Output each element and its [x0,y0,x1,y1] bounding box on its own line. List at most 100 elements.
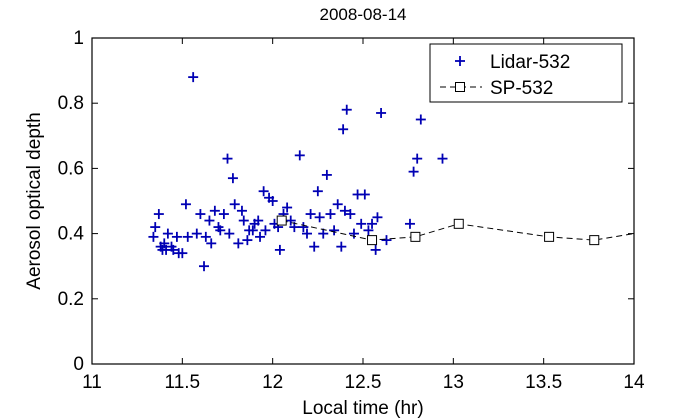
data-point-plus [301,228,312,239]
y-tick-label: 0.8 [58,93,84,114]
legend-box [429,43,623,103]
data-point-plus [253,215,264,226]
data-point-plus [321,169,332,180]
x-tick-label: 12 [262,372,283,393]
data-point-plus [153,209,164,220]
data-point-plus [215,225,226,236]
axis-ticks: 11 11.5 12 12.5 13 13.5 14 0 0.2 0.4 0.6 0.8 1 [58,28,645,393]
x-tick-label: 12.5 [345,372,382,393]
data-point-plus [227,173,238,184]
series-layer [148,72,635,272]
series-sp-532 [276,215,635,246]
legend-item: SP-532 [440,78,553,99]
data-point-plus [285,215,296,226]
data-point-plus [222,153,233,164]
data-point-plus [341,104,352,115]
data-point-square [589,235,600,246]
x-tick-label: 13 [443,372,464,393]
data-point-plus [282,202,293,213]
x-tick-label: 14 [623,372,645,393]
data-point-plus [305,209,316,220]
data-point-plus [318,228,329,239]
x-tick-label: 13.5 [525,372,562,393]
data-point-plus [200,231,211,242]
data-point-plus [247,225,258,236]
data-point-square [276,215,287,226]
data-point-plus [150,222,161,233]
data-point-plus [298,222,309,233]
data-point-plus [180,199,191,210]
data-point-plus [258,186,269,197]
data-point-plus [148,231,159,242]
data-point-plus [404,218,415,229]
data-point-plus [372,212,383,223]
data-point-plus [168,244,179,255]
data-point-plus [182,231,193,242]
data-point-plus [224,228,235,239]
data-point-plus [188,72,199,83]
data-point-plus [209,205,220,216]
data-point-plus [338,124,349,135]
data-point-plus [437,153,448,164]
data-point-plus [412,153,423,164]
data-point-plus [359,189,370,200]
chart-title: 2008-08-14 [320,5,407,24]
data-point-plus [260,225,271,236]
legend-marker [455,82,465,92]
x-tick-label: 11.5 [165,372,201,393]
data-point-plus [162,228,173,239]
legend: Lidar-532 SP-532 [429,43,623,103]
data-point-plus [345,209,356,220]
legend-label: Lidar-532 [490,52,570,73]
data-point-plus [233,238,244,249]
data-point-plus [336,241,347,252]
data-point-plus [242,235,253,246]
data-point-square [410,231,421,242]
data-point-plus [314,212,325,223]
data-point-plus [356,218,367,229]
data-point-plus [415,114,426,125]
data-point-square [544,231,555,242]
data-point-plus [332,199,343,210]
data-point-plus [255,231,266,242]
data-point-plus [177,248,188,259]
y-tick-label: 0.6 [58,158,84,179]
data-point-plus [325,209,336,220]
x-tick-label: 11 [82,372,102,393]
data-point-plus [339,205,350,216]
series-lidar-532 [148,72,448,272]
data-point-plus [376,107,387,118]
x-axis-title: Local time (hr) [302,398,423,419]
data-point-plus [238,215,249,226]
data-point-plus [408,166,419,177]
data-point-plus [363,225,374,236]
data-point-plus [267,196,278,206]
data-point-plus [204,215,215,226]
legend-marker [455,56,465,66]
data-point-plus [159,238,170,249]
y-tick-label: 1 [73,28,84,49]
legend-label: SP-532 [490,78,553,99]
data-point-plus [199,261,210,272]
data-point-plus [195,209,206,220]
y-axis-title: Aerosol optical depth [24,112,45,289]
data-point-plus [329,225,340,236]
data-point-plus [229,199,240,210]
data-point-plus [348,228,359,239]
data-point-plus [309,241,320,252]
legend-item: Lidar-532 [455,52,570,73]
data-point-plus [236,205,247,216]
data-point-plus [367,218,378,229]
y-tick-label: 0.4 [58,224,85,245]
data-point-plus [312,186,323,197]
data-point-square [453,218,464,229]
data-point-plus [294,150,305,161]
data-point-plus [218,209,229,220]
data-point-plus [206,238,217,249]
data-point-square [367,235,378,246]
data-point-plus [370,244,381,255]
data-point-plus [274,244,285,255]
data-point-plus [191,228,202,239]
y-tick-label: 0 [73,354,84,375]
